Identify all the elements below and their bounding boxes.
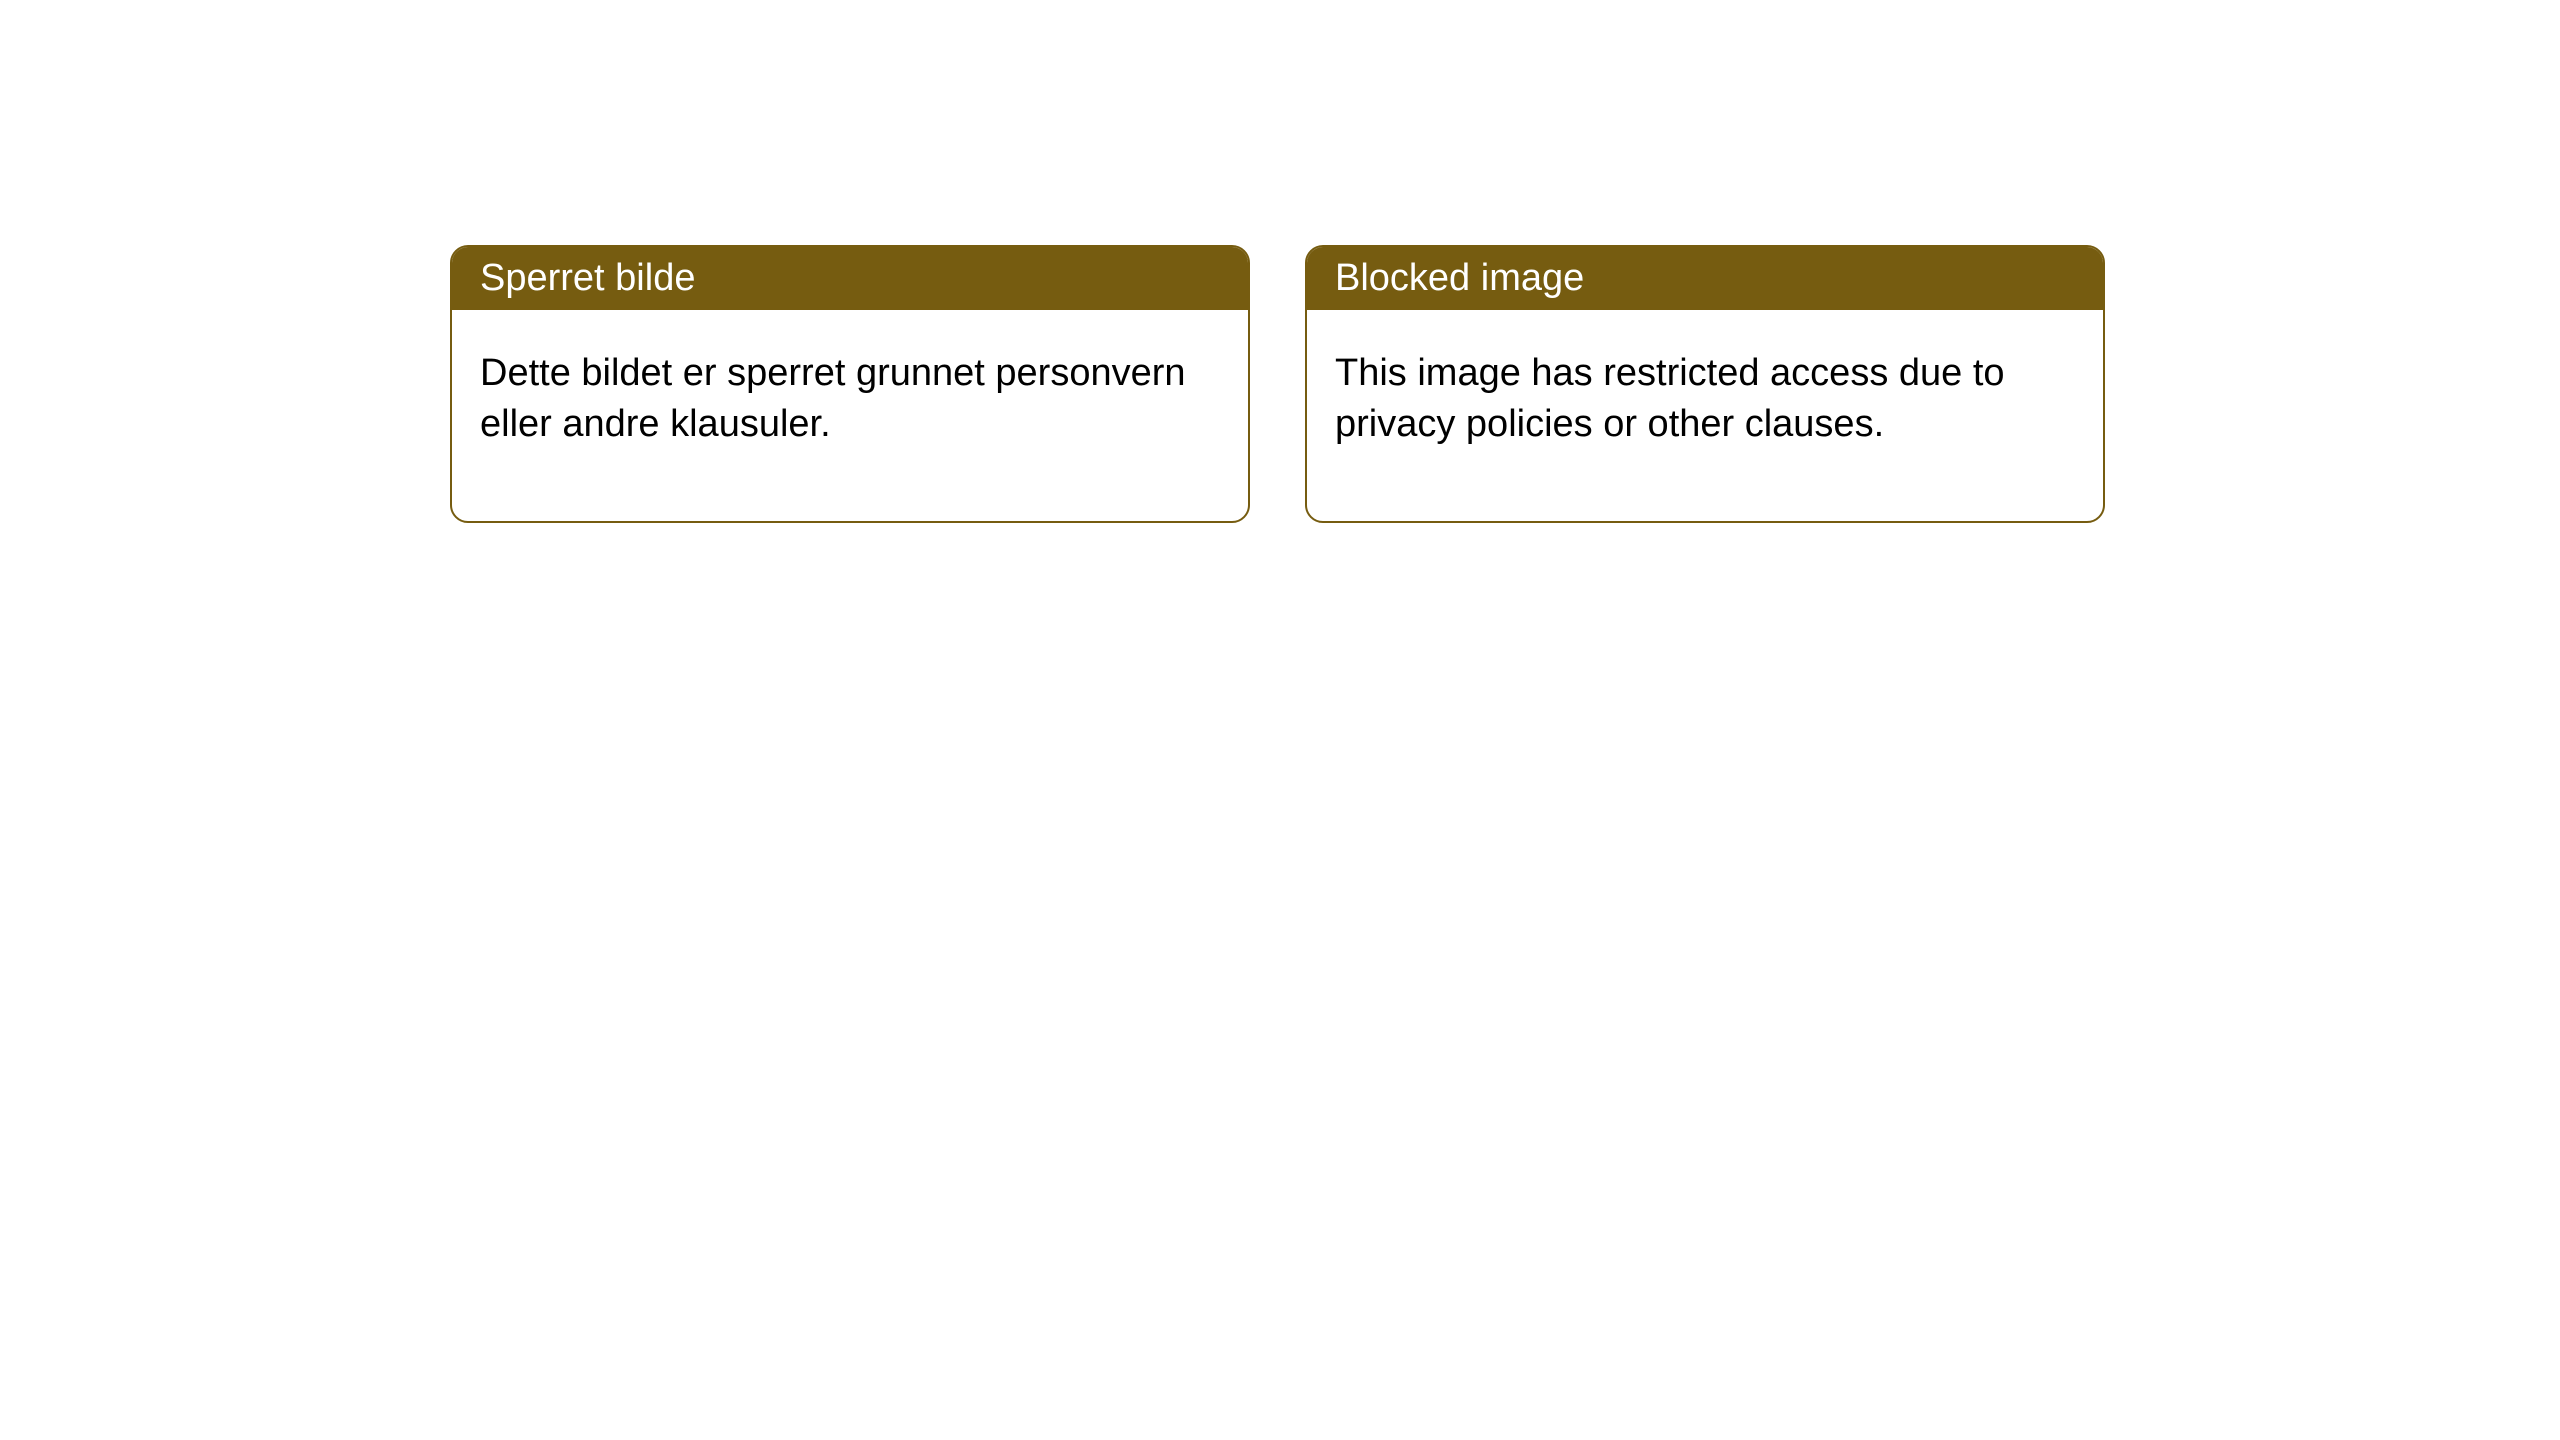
card-header-en: Blocked image	[1307, 247, 2103, 310]
card-title-no: Sperret bilde	[480, 257, 695, 299]
card-body-en: This image has restricted access due to …	[1307, 310, 2103, 521]
blocked-image-card-en: Blocked image This image has restricted …	[1305, 245, 2105, 523]
card-text-no: Dette bildet er sperret grunnet personve…	[480, 352, 1186, 445]
card-text-en: This image has restricted access due to …	[1335, 352, 2005, 445]
blocked-image-card-no: Sperret bilde Dette bildet er sperret gr…	[450, 245, 1250, 523]
card-header-no: Sperret bilde	[452, 247, 1248, 310]
card-body-no: Dette bildet er sperret grunnet personve…	[452, 310, 1248, 521]
blocked-image-cards: Sperret bilde Dette bildet er sperret gr…	[450, 245, 2105, 523]
card-title-en: Blocked image	[1335, 257, 1584, 299]
